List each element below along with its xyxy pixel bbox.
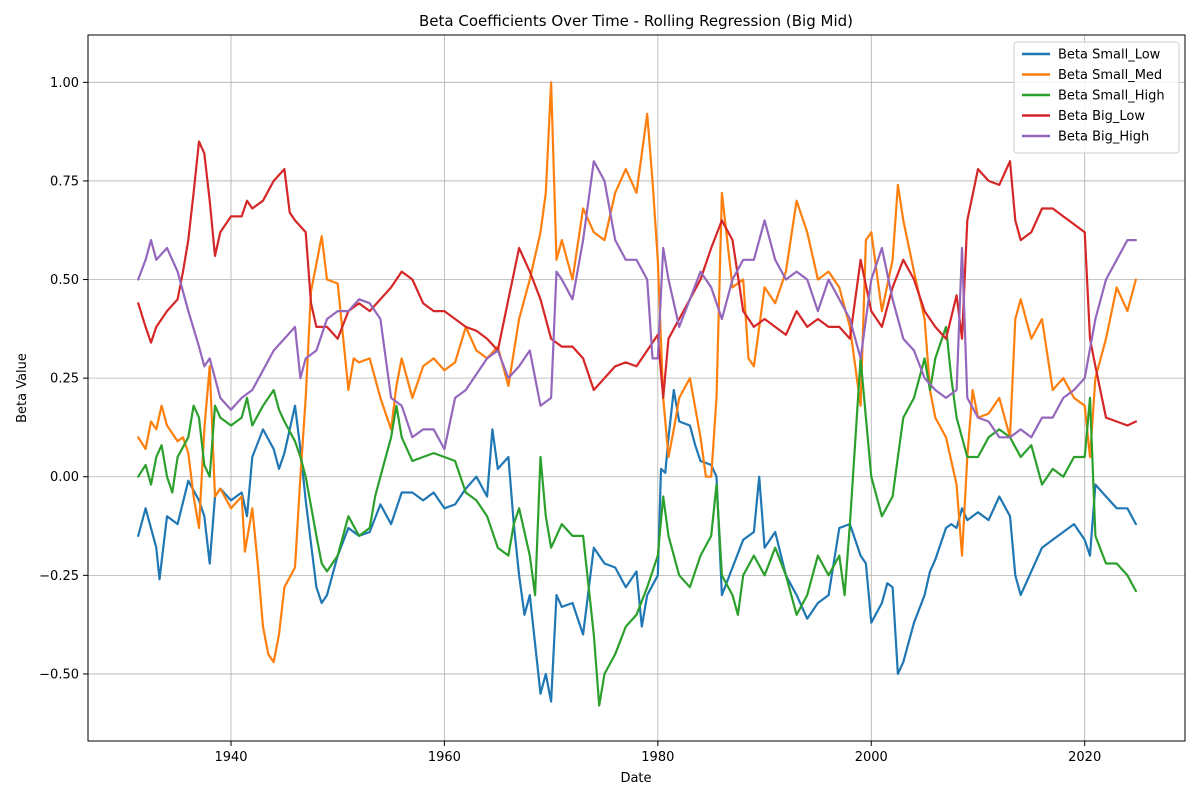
y-axis-ticks: −0.50 −0.25 0.00 0.25 0.50 0.75 1.00 [39,76,88,682]
x-axis-label: Date [620,771,651,786]
plot-frame [87,34,1186,742]
chart-title: Beta Coefficients Over Time - Rolling Re… [419,12,853,30]
series-line-4 [137,140,1137,427]
legend-label: Beta Big_High [1058,130,1149,145]
y-tick-label: −0.50 [39,667,79,682]
legend-label: Beta Small_Med [1058,68,1162,83]
series-line-1 [137,388,1137,703]
x-axis-ticks: 1940 1960 1980 2000 2020 [214,741,1101,765]
grid-lines [88,35,1185,741]
x-tick-label: 1960 [428,750,461,765]
x-tick-label: 2000 [855,750,888,765]
y-tick-label: 1.00 [50,76,79,91]
y-tick-label: 0.75 [50,174,79,189]
x-tick-label: 1980 [641,750,674,765]
series-line-5 [137,160,1137,451]
y-axis-label: Beta Value [15,353,30,423]
series-line-3 [137,325,1137,707]
y-tick-label: 0.25 [50,372,79,387]
series-line-2 [137,81,1137,664]
y-tick-label: 0.00 [50,470,79,485]
y-tick-label: −0.25 [39,569,79,584]
legend-label: Beta Big_Low [1058,109,1145,124]
series-lines [137,81,1137,707]
y-tick-label: 0.50 [50,273,79,288]
x-tick-label: 2020 [1068,750,1101,765]
legend-label: Beta Small_Low [1058,48,1161,63]
legend: Beta Small_Low Beta Small_Med Beta Small_H… [1013,41,1180,154]
x-tick-label: 1940 [214,750,247,765]
legend-box [1013,41,1180,154]
legend-label: Beta Small_High [1058,89,1165,104]
